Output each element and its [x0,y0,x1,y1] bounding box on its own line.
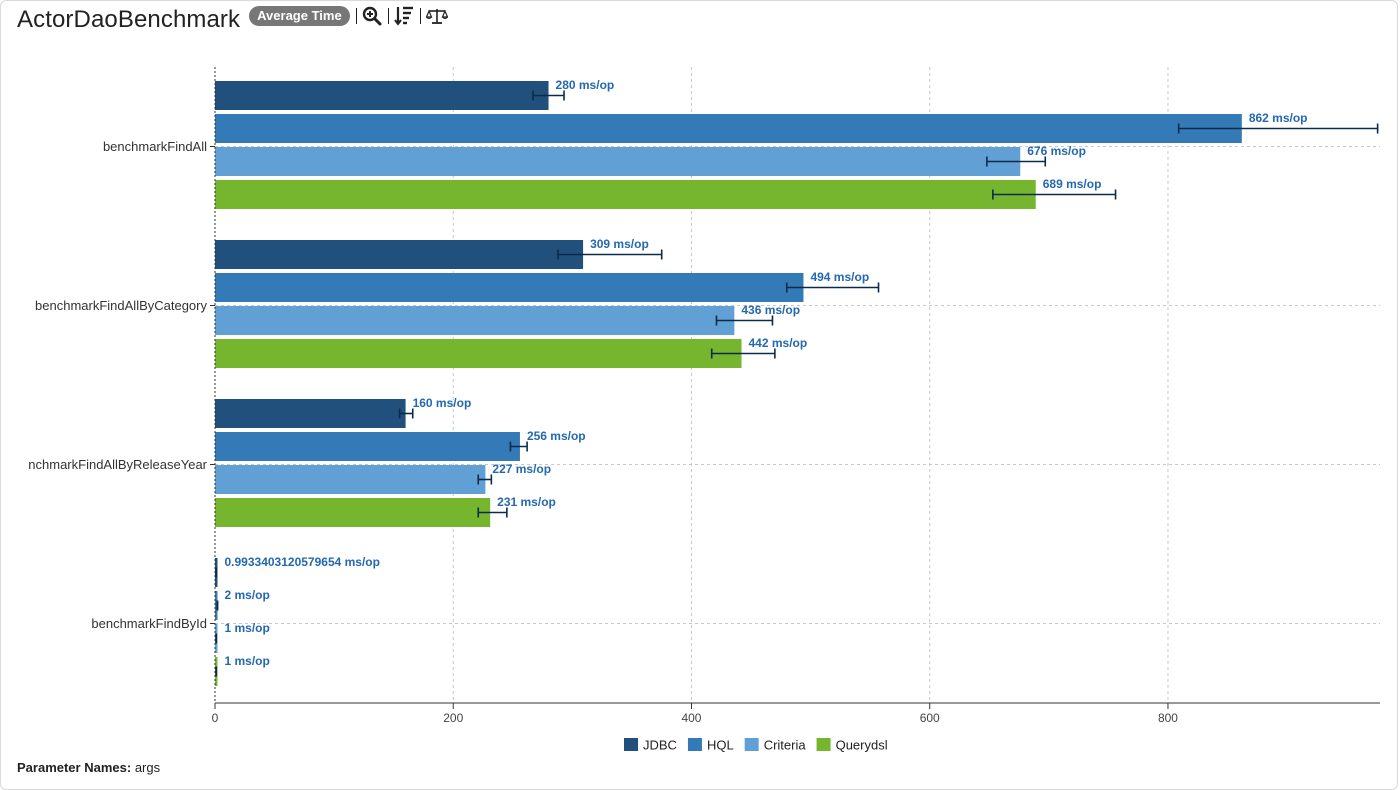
toolbar-divider [387,8,389,24]
data-label: 676 ms/op [1027,144,1086,158]
data-label: 494 ms/op [810,270,869,284]
legend-item-jdbc: JDBC [643,738,677,753]
y-tick-label: nchmarkFindAllByReleaseYear [28,457,207,472]
bar-querydsl [215,498,491,527]
bar-criteria [215,147,1021,176]
data-label: 862 ms/op [1249,111,1308,125]
data-label: 436 ms/op [741,303,800,317]
toolbar-divider [355,8,357,24]
sort-icon[interactable] [393,5,414,27]
parameter-names-label: Parameter Names: [17,760,132,775]
x-tick-label: 800 [1158,711,1178,725]
parameter-names-value: args [134,760,161,775]
y-tick-label: benchmarkFindAll [103,139,207,154]
x-tick-label: 200 [443,711,463,725]
bars: 280 ms/op 862 ms/op 676 ms/op 689 ms/op 309 … [215,78,1379,686]
bar-querydsl [215,180,1036,209]
bar-hql [215,432,520,461]
mode-badge[interactable]: Average Time [249,6,350,26]
toolbar-divider [419,8,421,24]
data-label: 160 ms/op [413,396,472,410]
bar-hql [215,114,1242,143]
legend-item-criteria: Criteria [764,738,807,753]
legend[interactable]: JDBC HQL Criteria Querydsl [624,738,888,753]
bar-criteria [215,465,486,494]
bar-querydsl [215,339,742,368]
zoom-in-icon[interactable] [362,6,382,26]
legend-swatch [624,738,638,751]
legend-item-querydsl: Querydsl [836,738,888,753]
y-tick-label: benchmarkFindById [91,616,207,631]
data-label: 231 ms/op [497,495,556,509]
balance-scale-icon[interactable] [425,7,448,25]
benchmark-bar-chart: 280 ms/op 862 ms/op 676 ms/op 689 ms/op 309 … [28,67,1380,753]
data-label: 689 ms/op [1043,177,1102,191]
bar-jdbc [215,240,584,269]
grid [215,67,1380,703]
data-label: 1 ms/op [225,654,270,668]
x-tick-label: 400 [681,711,701,725]
data-label: 442 ms/op [749,336,808,350]
data-label: 0.9933403120579654 ms/op [225,555,380,569]
bar-hql [215,273,804,302]
legend-swatch [816,738,831,751]
bar-hql [215,591,218,620]
legend-swatch [744,738,759,751]
x-tick-label: 600 [920,711,940,725]
bar-jdbc [215,81,549,110]
data-label: 309 ms/op [590,237,649,251]
legend-item-hql: HQL [707,738,734,753]
chart-title: ActorDaoBenchmark [17,6,241,33]
parameter-names: Parameter Names: args [17,760,160,775]
data-label: 256 ms/op [527,429,586,443]
legend-swatch [687,738,702,751]
bar-jdbc [215,399,406,428]
y-tick-label: benchmarkFindAllByCategory [35,298,207,313]
data-label: 2 ms/op [225,588,270,602]
data-label: 227 ms/op [492,462,551,476]
bar-criteria [215,306,735,335]
chart-header: ActorDaoBenchmark Average Time [17,4,448,36]
x-tick-label: 0 [212,711,219,725]
data-label: 1 ms/op [225,621,270,635]
axes: benchmarkFindAll benchmarkFindAllByCatego… [28,67,1380,725]
data-label: 280 ms/op [556,78,615,92]
